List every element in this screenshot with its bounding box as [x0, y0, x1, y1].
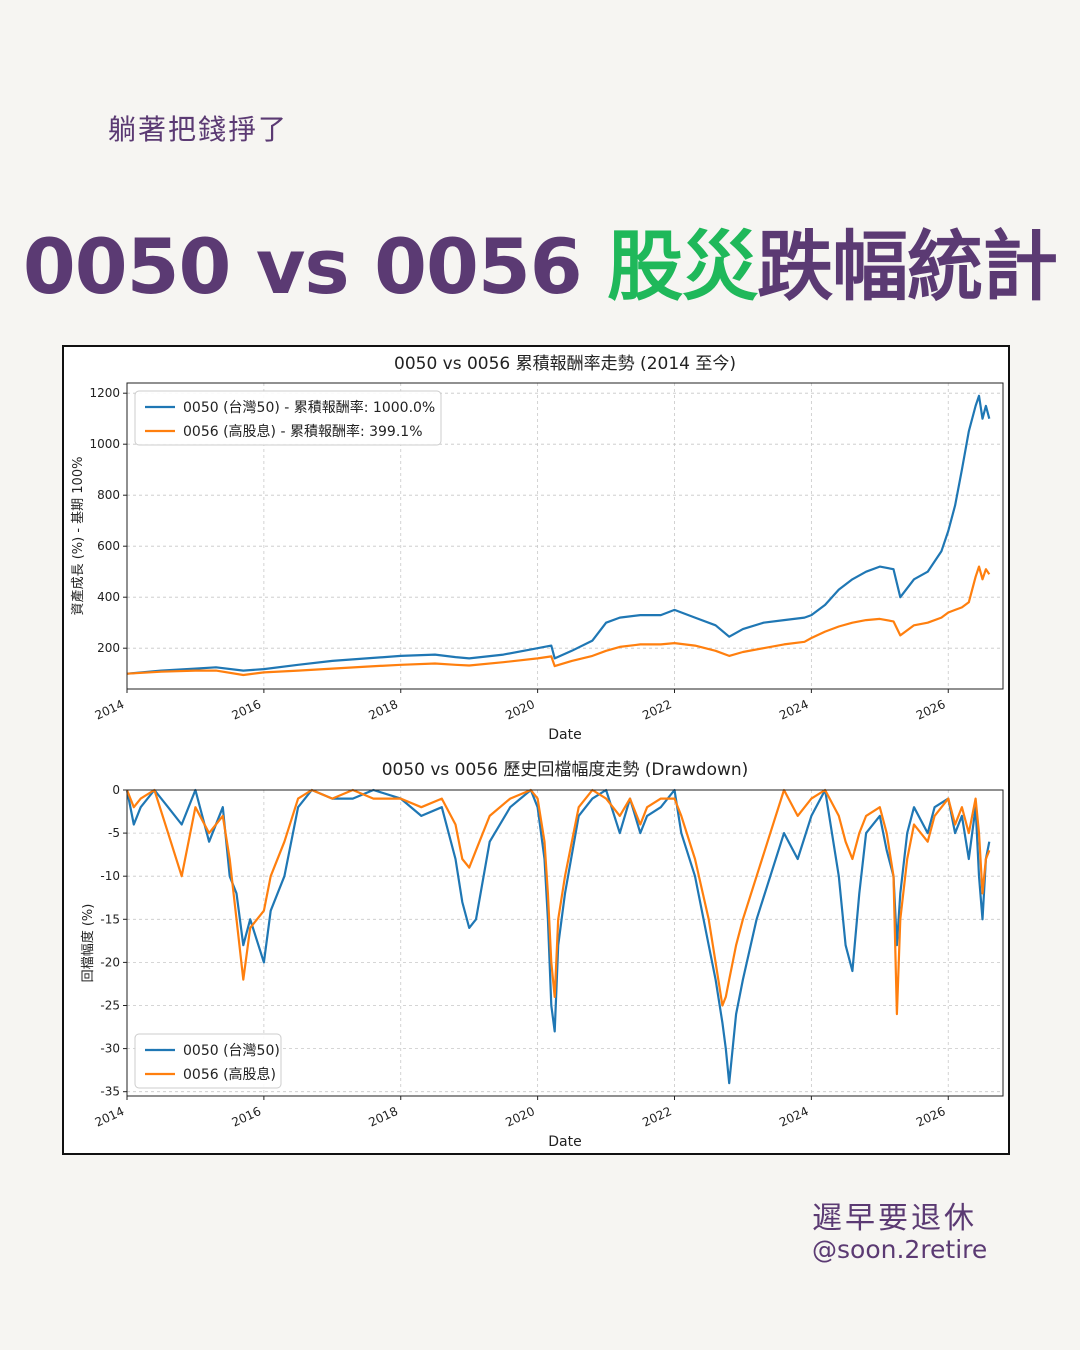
- chart1-xlabel: Date: [548, 727, 581, 743]
- chart1-ytick-label: 1200: [89, 386, 120, 400]
- chart2-ytick-label: -25: [100, 998, 120, 1012]
- chart1-series-line-0050: [126, 394, 991, 675]
- chart1-ylabel: 資產成長 (%) - 基期 100%: [70, 457, 86, 616]
- chart2-ytick-label: -15: [100, 912, 120, 926]
- chart1-xtick-label: 2020: [503, 697, 537, 723]
- chart2-axes-frame: [126, 789, 1004, 1097]
- chart2-ytick-label: 0: [112, 783, 120, 797]
- chart1-xtick-label: 2016: [230, 697, 264, 723]
- footer-name: 遲早要退休: [812, 1201, 977, 1236]
- chart2-ytick-label: -30: [100, 1042, 120, 1056]
- chart-panel: 200 400 600 800 1000 1200 2014 2016 2018 2020 2022…: [62, 345, 1010, 1155]
- chart1-legend: [134, 390, 442, 446]
- chart1-xtick-label: 2024: [777, 697, 811, 723]
- chart1-xtick-label: 2018: [366, 697, 400, 723]
- chart2-xtick-label: 2024: [777, 1104, 811, 1130]
- chart2-xtick-label: 2020: [503, 1104, 537, 1130]
- footer-handle: @soon.2retire: [812, 1235, 988, 1264]
- chart1-xtick-label: 2022: [640, 697, 674, 723]
- chart2-xtick-label: 2026: [914, 1104, 948, 1130]
- chart1-ytick-label: 800: [97, 488, 120, 502]
- title-highlight: 股災: [607, 222, 758, 311]
- chart2-legend-label: 0050 (台灣50): [183, 1043, 280, 1059]
- chart2-ytick-label: -10: [100, 869, 120, 883]
- chart2-xtick-label: 2016: [230, 1104, 264, 1130]
- chart1-title: 0050 vs 0056 累積報酬率走勢 (2014 至今): [394, 354, 736, 374]
- chart1-legend-label: 0056 (高股息) - 累積報酬率: 399.1%: [183, 423, 423, 440]
- chart1-legend-label: 0050 (台灣50) - 累積報酬率: 1000.0%: [183, 399, 435, 416]
- title-prefix: 0050 vs 0056: [22, 222, 608, 311]
- chart2-xtick-label: 2022: [640, 1104, 674, 1130]
- chart2-xlabel: Date: [548, 1134, 581, 1150]
- chart2-series-line-0056: [125, 788, 991, 1016]
- chart1-xtick-label: 2026: [914, 697, 948, 723]
- page-title: 0050 vs 0056 股災跌幅統計: [0, 205, 1080, 315]
- chart2-xtick-label: 2018: [366, 1104, 400, 1130]
- chart2-title: 0050 vs 0056 歷史回檔幅度走勢 (Drawdown): [382, 760, 749, 780]
- chart1-axes-frame: [126, 382, 1004, 690]
- chart2-ylabel: 回檔幅度 (%): [80, 904, 96, 983]
- chart1-ytick-label: 200: [97, 641, 120, 655]
- chart2-ytick-label: -35: [100, 1085, 120, 1099]
- chart2-legend-label: 0056 (高股息): [183, 1066, 276, 1083]
- chart1-ytick-label: 600: [97, 539, 120, 553]
- chart1-ytick-label: 400: [97, 590, 120, 604]
- tagline: 躺著把錢掙了: [108, 113, 289, 146]
- chart2-ytick-label: -5: [108, 826, 120, 840]
- chart2-ytick-label: -20: [100, 955, 120, 969]
- chart1-series-line-0056: [126, 565, 991, 677]
- chart2-xtick-label: 2014: [93, 1104, 127, 1130]
- chart1-xtick-label: 2014: [93, 697, 127, 723]
- title-suffix: 跌幅統計: [757, 222, 1058, 311]
- charts-svg: 200 400 600 800 1000 1200 2014 2016 2018 2020 2022…: [70, 354, 1004, 1150]
- chart1-ytick-label: 1000: [89, 437, 120, 451]
